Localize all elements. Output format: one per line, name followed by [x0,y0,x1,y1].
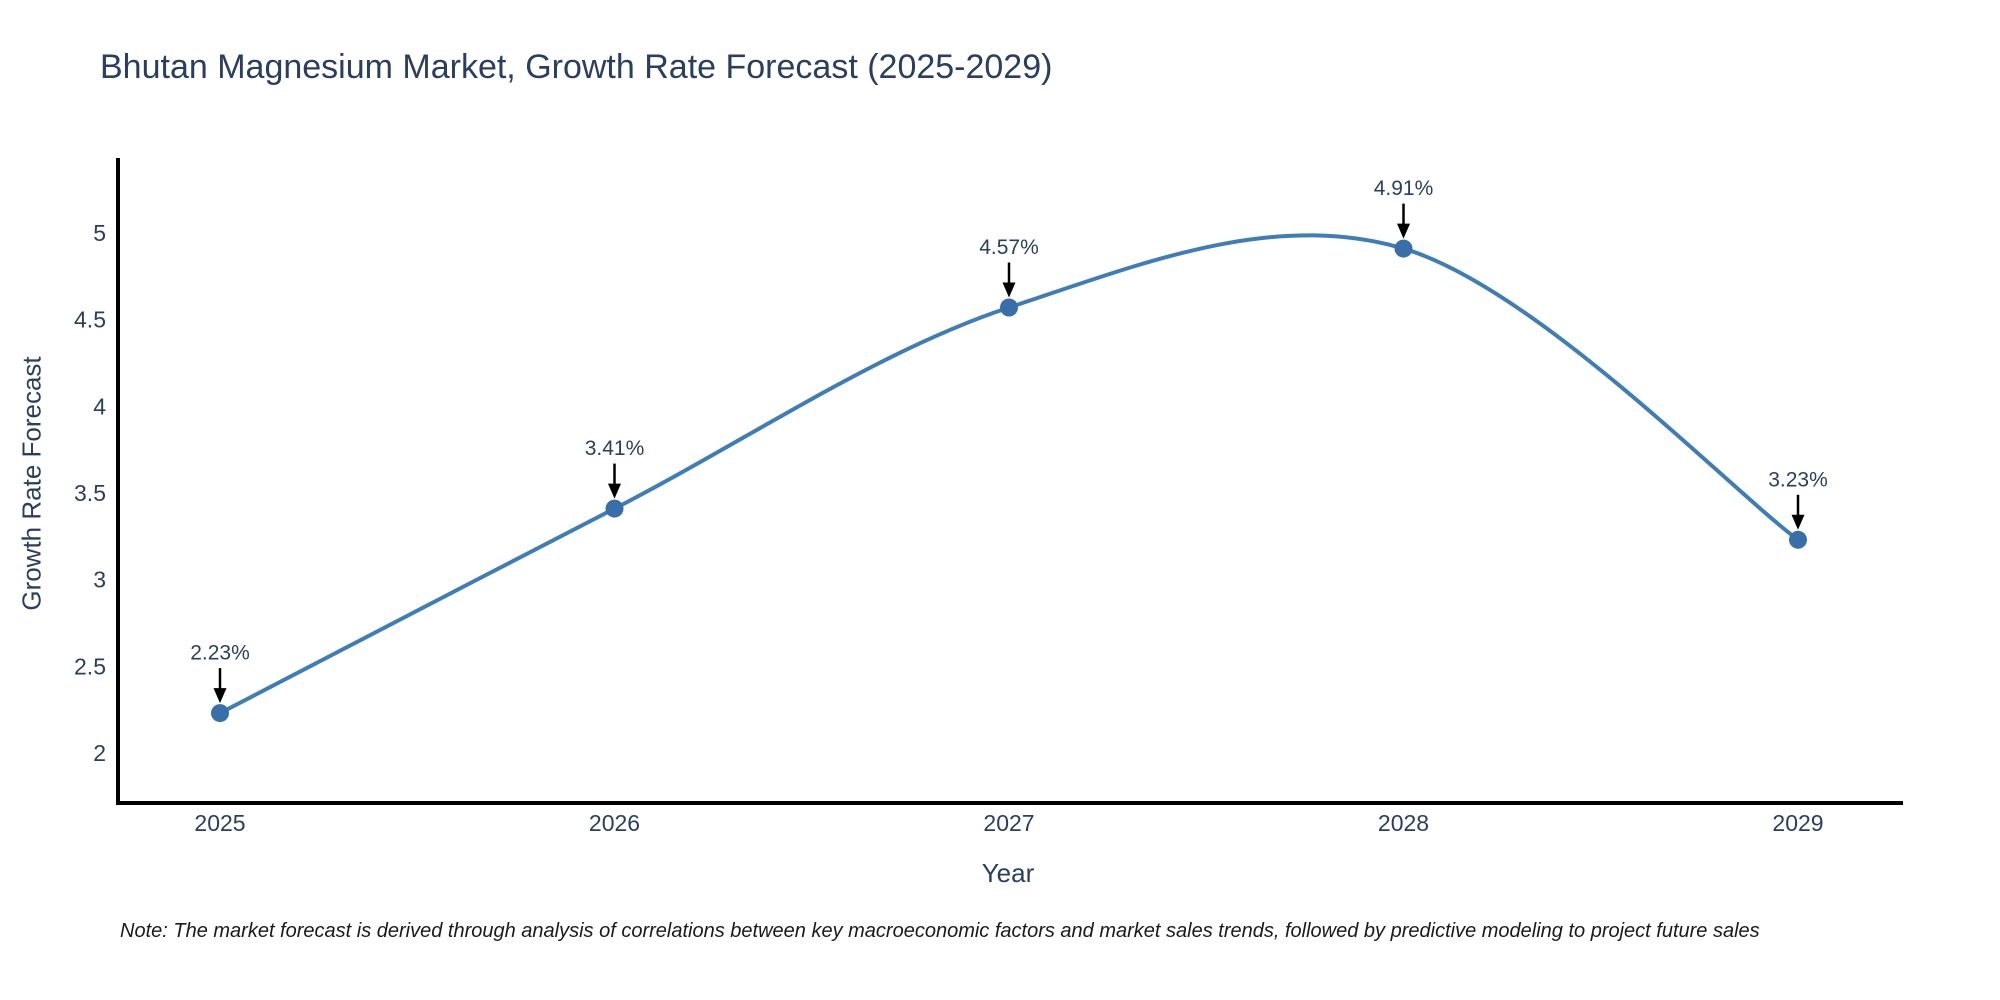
point-annotation: 3.23% [1768,468,1828,530]
annotation-arrowhead [608,483,621,499]
point-annotation: 4.91% [1374,177,1434,239]
x-tick-label: 2029 [1772,810,1823,836]
y-tick-label: 4 [93,393,106,419]
x-tick-label: 2025 [194,810,245,836]
x-tick-label: 2026 [589,810,640,836]
point-annotation-label: 3.41% [585,437,645,460]
point-annotation: 4.57% [979,236,1039,298]
chart-title: Bhutan Magnesium Market, Growth Rate For… [100,48,1053,86]
y-tick-label: 3 [93,567,106,593]
x-tick-labels: 2025 2026 2027 2028 2029 [194,810,1823,836]
data-point-marker[interactable] [605,499,624,518]
x-tick-label: 2028 [1378,810,1429,836]
data-point-marker[interactable] [1789,530,1807,549]
annotation-arrowhead [1002,282,1016,298]
x-tick-label: 2027 [983,810,1034,836]
data-point-marker[interactable] [211,704,229,723]
y-tick-label: 2 [93,740,106,766]
y-tick-label: 3.5 [74,480,106,506]
point-annotations: 2.23% 3.41% 4.57% 4.91% 3.23% [190,177,1828,704]
data-points [211,239,1807,723]
point-annotation-label: 4.57% [979,236,1039,259]
data-point-marker[interactable] [1000,298,1018,317]
point-annotation-label: 2.23% [190,642,250,665]
point-annotation-label: 4.91% [1374,177,1434,200]
y-tick-labels: 2 2.5 3 3.5 4 4.5 5 [74,220,106,766]
point-annotation: 2.23% [190,642,250,704]
y-tick-label: 2.5 [74,653,106,679]
point-annotation: 3.41% [585,437,645,499]
y-tick-label: 4.5 [74,307,106,333]
annotation-arrowhead [213,688,227,704]
annotation-arrowhead [1791,514,1805,530]
data-point-marker[interactable] [1394,239,1413,258]
footnote: Note: The market forecast is derived thr… [120,920,1760,942]
x-axis-label: Year [981,858,1035,888]
y-tick-label: 5 [93,220,106,246]
annotation-arrowhead [1397,223,1410,239]
point-annotation-label: 3.23% [1768,468,1828,491]
